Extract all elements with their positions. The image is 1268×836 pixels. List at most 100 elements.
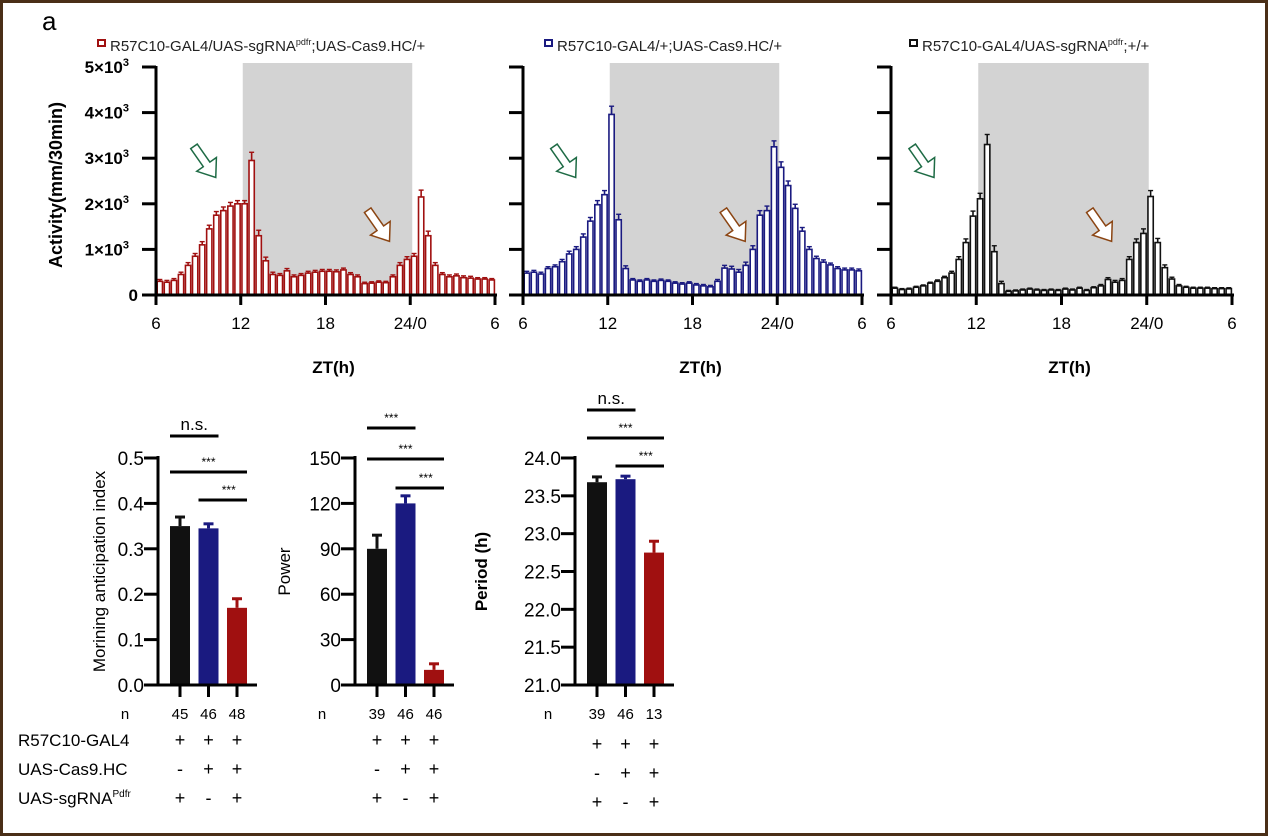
activity-bar [1127,259,1132,295]
activity-bar [856,271,861,295]
y-tick-base: 1×10 [85,240,123,259]
activity-bar [320,271,325,295]
legend-swatch [98,40,105,46]
n-value: 45 [172,706,189,723]
legend-main: R57C10-GAL4/UAS-sgRNA [110,38,296,55]
x-axis-label: ZT(h) [312,358,354,377]
activity-bar [440,274,445,295]
y-tick-label: 150 [309,449,341,470]
activity-bar [793,208,798,295]
activity-bar [207,229,212,295]
activity-bar [588,221,593,295]
morning-arrow-icon [544,139,585,184]
activity-bar [729,269,734,295]
activity-bar [341,270,346,295]
activity-bar [447,277,452,295]
y-tick-label: 4×103 [85,103,129,123]
genotype-sup: Pdfr [112,789,131,800]
activity-bar [687,283,692,295]
activity-bar [644,280,649,295]
y-tick-label: 60 [320,585,341,606]
y-tick-label: 0.5 [118,449,144,470]
significance-label: *** [201,455,215,469]
activity-bar [383,283,388,295]
activity-bar [609,114,614,295]
genotype-name: R57C10-GAL4 [18,731,130,750]
activity-bar [256,236,261,295]
genotype-mark: + [649,734,660,754]
n-value: 13 [646,706,663,723]
activity-bar [637,281,642,295]
y-tick-label: 22.5 [524,563,561,584]
activity-bar [673,283,678,295]
activity-bar [404,259,409,295]
x-tick-label: 24/0 [394,314,427,333]
activity-bar [567,254,572,295]
significance-label: *** [618,421,632,435]
panel-label: a [42,6,57,36]
y-tick-label: 1×103 [85,239,129,259]
n-value: 46 [426,706,443,723]
n-label: n [544,706,552,723]
activity-bar [1169,279,1174,295]
activity-bar [771,147,776,295]
y-tick-label: 0.0 [118,676,144,697]
activity-bar [665,281,670,295]
summary-chart-period: 21.021.522.022.523.023.524.0Period (h)n.… [472,389,674,723]
activity-bar [814,259,819,295]
y-tick-exp: 3 [123,148,129,160]
activity-bar [1141,233,1146,295]
x-axis-label: ZT(h) [1048,358,1090,377]
activity-bar [164,282,169,295]
summary-bar [587,482,607,685]
activity-bar [1155,243,1160,295]
activity-bar [992,252,997,295]
activity-bar [595,205,600,295]
x-tick-label: 18 [683,314,702,333]
genotype-mark: - [374,759,380,779]
activity-bar [348,274,353,295]
y-axis-label: Power [275,547,294,596]
y-tick-base: 5×10 [85,58,123,77]
y-tick-label: 3×103 [85,148,129,168]
y-tick-exp: 3 [123,194,129,206]
legend-main: R57C10-GAL4/+;UAS-Cas9.HC/+ [557,38,782,55]
genotype-mark: + [372,730,383,750]
activity-histograms: R57C10-GAL4/UAS-sgRNApdfr;UAS-Cas9.HC/+6… [46,37,1237,377]
genotype-mark: + [203,730,214,750]
arrow-shape [544,139,585,184]
activity-bar [228,206,233,295]
y-axis-label: Morining anticipation index [90,470,109,672]
x-tick-label: 24/0 [1130,314,1163,333]
significance-label: *** [398,442,412,456]
activity-bar [581,237,586,295]
y-tick-label: 90 [320,540,341,561]
activity-bar [461,278,466,295]
activity-bar [928,283,933,295]
x-tick-label: 6 [1227,314,1236,333]
activity-bar [574,249,579,295]
activity-bar [743,265,748,295]
activity-bar [778,167,783,295]
genotype-mark: + [175,730,186,750]
n-label: n [121,706,129,723]
x-tick-label: 6 [151,314,160,333]
activity-bar [942,278,947,295]
summary-bar [170,526,190,685]
x-tick-label: 18 [316,314,335,333]
activity-bar [680,284,685,295]
activity-bar [835,269,840,295]
activity-bar [390,277,395,295]
n-value: 39 [369,706,386,723]
activity-bar [475,279,480,295]
y-tick-base: 4×10 [85,104,123,123]
summary-bar [227,608,247,685]
y-tick-label: 120 [309,494,341,515]
activity-bar [157,281,162,295]
genotype-mark: - [206,788,212,808]
y-tick-label: 30 [320,631,341,652]
genotype-mark: + [429,759,440,779]
activity-bar [757,215,762,295]
activity-bar [715,281,720,295]
activity-bar [616,220,621,295]
